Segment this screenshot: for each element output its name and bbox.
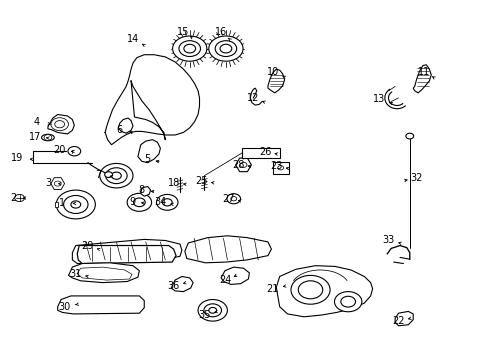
Text: 5: 5 [144,154,150,164]
Circle shape [226,194,240,204]
Bar [242,148,280,158]
Text: 21: 21 [266,284,279,294]
Text: 10: 10 [266,67,279,77]
Circle shape [215,41,236,57]
Circle shape [334,292,361,312]
Text: 8: 8 [139,185,144,195]
Circle shape [63,195,88,213]
Polygon shape [276,266,372,317]
Text: 9: 9 [129,197,135,207]
Text: 23: 23 [269,161,282,171]
Circle shape [230,197,236,201]
Text: 16: 16 [214,27,227,37]
Circle shape [15,194,24,202]
Circle shape [156,194,178,210]
Circle shape [55,121,64,128]
Circle shape [104,172,112,177]
Text: 36: 36 [167,281,180,291]
Circle shape [44,135,52,140]
Circle shape [68,147,81,156]
Circle shape [54,181,61,186]
Polygon shape [221,267,249,284]
Circle shape [127,193,151,211]
Ellipse shape [41,134,54,141]
Circle shape [56,190,95,219]
Circle shape [71,201,81,208]
Polygon shape [51,178,64,189]
Polygon shape [141,186,150,196]
Text: 19: 19 [11,153,23,163]
Circle shape [133,198,145,207]
Text: 13: 13 [372,94,385,104]
Circle shape [208,307,216,313]
Circle shape [100,163,133,188]
Text: 7: 7 [96,170,102,180]
Text: 31: 31 [69,269,82,279]
Polygon shape [118,118,133,133]
Text: 11: 11 [417,67,430,77]
Circle shape [179,41,200,57]
Text: 30: 30 [58,302,71,312]
Text: 18: 18 [167,178,180,188]
Polygon shape [171,276,193,292]
Polygon shape [412,65,430,93]
Text: 34: 34 [154,197,166,207]
Text: 20: 20 [53,145,66,156]
Text: 25: 25 [195,176,207,186]
Circle shape [240,162,246,167]
Circle shape [405,133,413,139]
Text: 26: 26 [258,147,271,157]
Text: 22: 22 [391,316,404,326]
Text: 4: 4 [34,117,40,127]
Circle shape [51,118,68,131]
Circle shape [340,296,355,307]
Circle shape [111,172,121,179]
Text: 33: 33 [382,235,394,246]
Text: 14: 14 [126,34,139,44]
Bar [272,162,288,174]
Circle shape [298,281,322,299]
Circle shape [183,44,195,53]
Text: 28: 28 [232,160,244,170]
Text: 3: 3 [45,178,51,188]
Text: 32: 32 [409,173,422,183]
Circle shape [198,300,227,321]
Text: 6: 6 [117,125,122,135]
Polygon shape [184,236,271,263]
Polygon shape [394,311,412,326]
Circle shape [277,166,283,170]
Text: 35: 35 [198,310,210,320]
Polygon shape [77,246,176,264]
Circle shape [105,168,127,184]
Circle shape [172,36,206,61]
Polygon shape [68,263,139,283]
Circle shape [290,275,329,304]
Polygon shape [58,296,144,314]
Text: 12: 12 [246,93,259,103]
Polygon shape [235,158,251,172]
Polygon shape [138,140,160,163]
Text: 1: 1 [59,198,65,208]
Polygon shape [55,202,58,207]
Polygon shape [48,114,74,134]
Circle shape [208,36,243,61]
Text: 2: 2 [11,193,17,203]
Text: 17: 17 [29,132,41,142]
Text: 27: 27 [222,194,235,204]
Text: 29: 29 [81,240,93,251]
Circle shape [203,304,221,317]
Polygon shape [267,69,284,93]
Circle shape [220,44,231,53]
Circle shape [162,199,172,206]
Text: 15: 15 [177,27,189,37]
Polygon shape [72,239,182,264]
Text: 24: 24 [219,275,232,285]
